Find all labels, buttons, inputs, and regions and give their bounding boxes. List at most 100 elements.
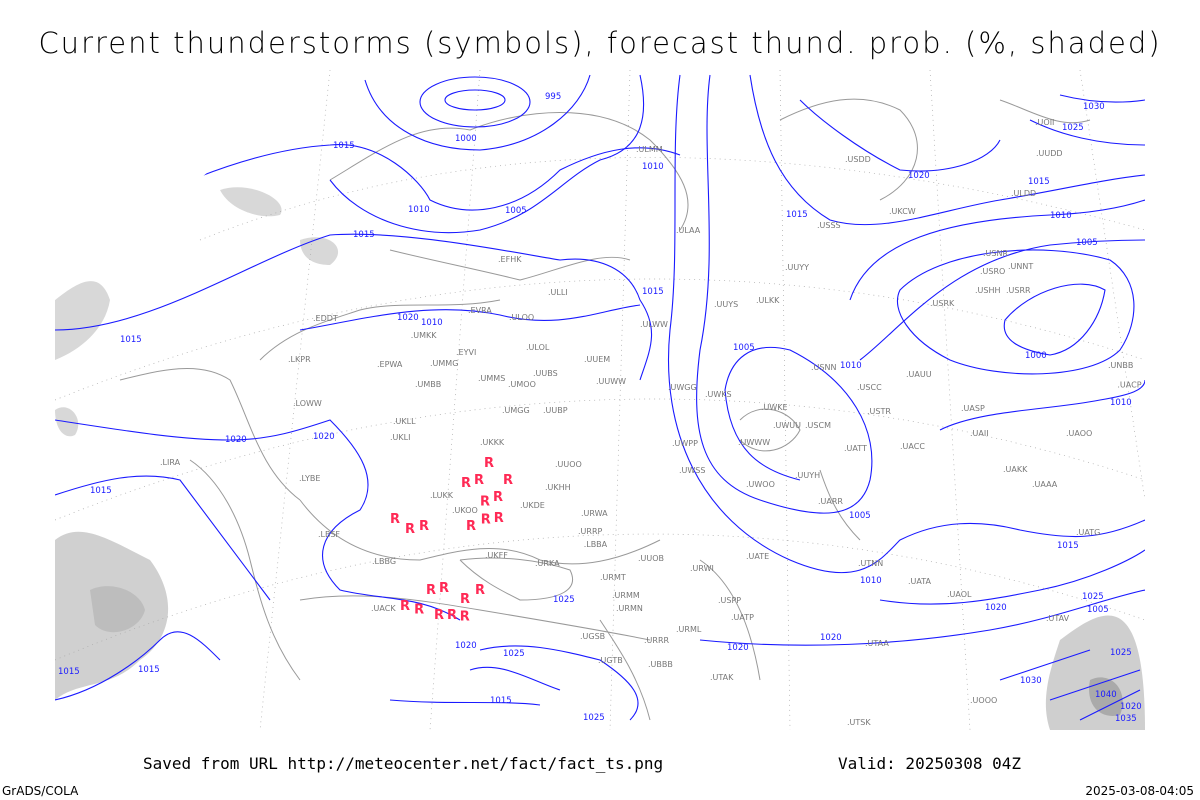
isobar-label: 1030	[1083, 102, 1105, 112]
station-label: .USCM	[805, 421, 831, 430]
station-label: .ULLI	[548, 288, 568, 297]
thunderstorm-symbol: R	[475, 583, 485, 598]
isobar-label: 1015	[120, 335, 142, 345]
station-label: .UWKE	[761, 403, 788, 412]
station-label: .UUOB	[638, 554, 664, 563]
station-label: .UUBS	[533, 369, 558, 378]
station-label: .LOWW	[293, 399, 322, 408]
isobars	[55, 74, 1145, 721]
station-label: .ULWW	[640, 320, 668, 329]
station-label: .UKHH	[545, 483, 571, 492]
station-label: .ULMM	[636, 145, 663, 154]
station-label: .LBBG	[372, 557, 396, 566]
station-label: .UNBB	[1108, 361, 1133, 370]
isobar-label: 1005	[505, 206, 527, 216]
valid-time: Valid: 20250308 04Z	[838, 754, 1022, 773]
software-credit: GrADS/COLA	[2, 784, 79, 798]
station-label: .EVRA	[468, 306, 492, 315]
isobar-label: 1015	[490, 696, 512, 706]
station-label: .UTNN	[858, 559, 883, 568]
isobar-label: 1020	[908, 171, 930, 181]
station-label: .UWUU	[773, 421, 801, 430]
station-label: .USRO	[980, 267, 1005, 276]
isobar-label: 1010	[1050, 211, 1072, 221]
station-label: .UATG	[1076, 528, 1100, 537]
station-label: .UWWW	[738, 438, 770, 447]
thunderstorm-symbol: R	[484, 456, 494, 471]
isobar-label: 1010	[642, 162, 664, 172]
station-label: .UMOO	[508, 380, 536, 389]
isobar-label: 1025	[1110, 648, 1132, 658]
station-label: .UACK	[371, 604, 396, 613]
isobar-label: 1015	[90, 486, 112, 496]
station-label: .UMMG	[430, 359, 458, 368]
station-label: .UATP	[731, 613, 754, 622]
station-label: .USHH	[975, 286, 1001, 295]
station-label: .UUBP	[543, 406, 568, 415]
thunderstorm-symbol: R	[481, 513, 491, 528]
thunderstorm-symbol: R	[439, 581, 449, 596]
station-label: .UUEM	[584, 355, 610, 364]
station-label: .UOOO	[970, 696, 997, 705]
station-label: .ULKK	[756, 296, 780, 305]
station-label: .UWGG	[668, 383, 697, 392]
station-label: .USTR	[867, 407, 891, 416]
thunderstorm-symbol: R	[434, 608, 444, 623]
station-label: .UATT	[844, 444, 867, 453]
thunderstorm-symbol: R	[460, 609, 470, 624]
station-label: .UKLI	[390, 433, 410, 442]
isobar-label: 1015	[353, 230, 375, 240]
station-label: .UMMS	[478, 374, 505, 383]
isobar-label: 1020	[225, 435, 247, 445]
station-label: .UBBB	[648, 660, 673, 669]
isobar-label: 1005	[1076, 238, 1098, 248]
isobar-label: 1020	[313, 432, 335, 442]
isobar-label: 1015	[642, 287, 664, 297]
thunderstorm-symbol: R	[400, 599, 410, 614]
thunderstorm-symbol: R	[405, 522, 415, 537]
thunderstorm-symbol: R	[447, 608, 457, 623]
station-label: .UTAV	[1046, 614, 1070, 623]
isobar-labels: 995 1000 1005 1010 1015 1015 1020 1020 1…	[58, 92, 1142, 724]
station-label: .UMBB	[415, 380, 441, 389]
station-label: .UATA	[908, 577, 932, 586]
station-label: .USCC	[857, 383, 882, 392]
thunderstorm-symbol: R	[414, 603, 424, 618]
station-label: .LBSF	[318, 530, 340, 539]
isobar-label: 1020	[455, 641, 477, 651]
isobar-label: 1005	[733, 343, 755, 353]
isobar-label: 1010	[1110, 398, 1132, 408]
station-label: .ULDD	[1011, 189, 1036, 198]
station-label: .LUKK	[430, 491, 454, 500]
coastlines-borders	[119, 98, 1091, 721]
thunderstorm-symbol: R	[494, 511, 504, 526]
station-label: .URMN	[616, 604, 643, 613]
isobar-label: 1025	[1062, 123, 1084, 133]
map-area	[55, 70, 1145, 730]
station-label: .LBBA	[584, 540, 608, 549]
station-label: .USPP	[718, 596, 741, 605]
isobar-label: 1015	[58, 667, 80, 677]
station-label: .UACC	[900, 442, 925, 451]
station-label: .USSS	[817, 221, 841, 230]
isobar-label: 1005	[849, 511, 871, 521]
station-label: .UNNT	[1008, 262, 1033, 271]
station-label: .UUYH	[795, 471, 820, 480]
source-url-text: Saved from URL http://meteocenter.net/fa…	[143, 754, 664, 773]
station-label: .UMGG	[502, 406, 530, 415]
station-label: .UAKK	[1003, 465, 1028, 474]
station-label: .EFHK	[498, 255, 522, 264]
isobar-label: 1035	[1115, 714, 1137, 724]
isobar-label: 1020	[820, 633, 842, 643]
thunderstorm-symbol: R	[503, 473, 513, 488]
isobar-label: 1015	[138, 665, 160, 675]
station-label: .UKCW	[889, 207, 916, 216]
station-label: .ULAA	[676, 226, 701, 235]
station-label: .LIRA	[160, 458, 181, 467]
thunderstorm-symbol: R	[461, 476, 471, 491]
thunderstorm-symbol: R	[426, 583, 436, 598]
station-label: .ULOL	[526, 343, 550, 352]
station-label: .UAII	[970, 429, 989, 438]
